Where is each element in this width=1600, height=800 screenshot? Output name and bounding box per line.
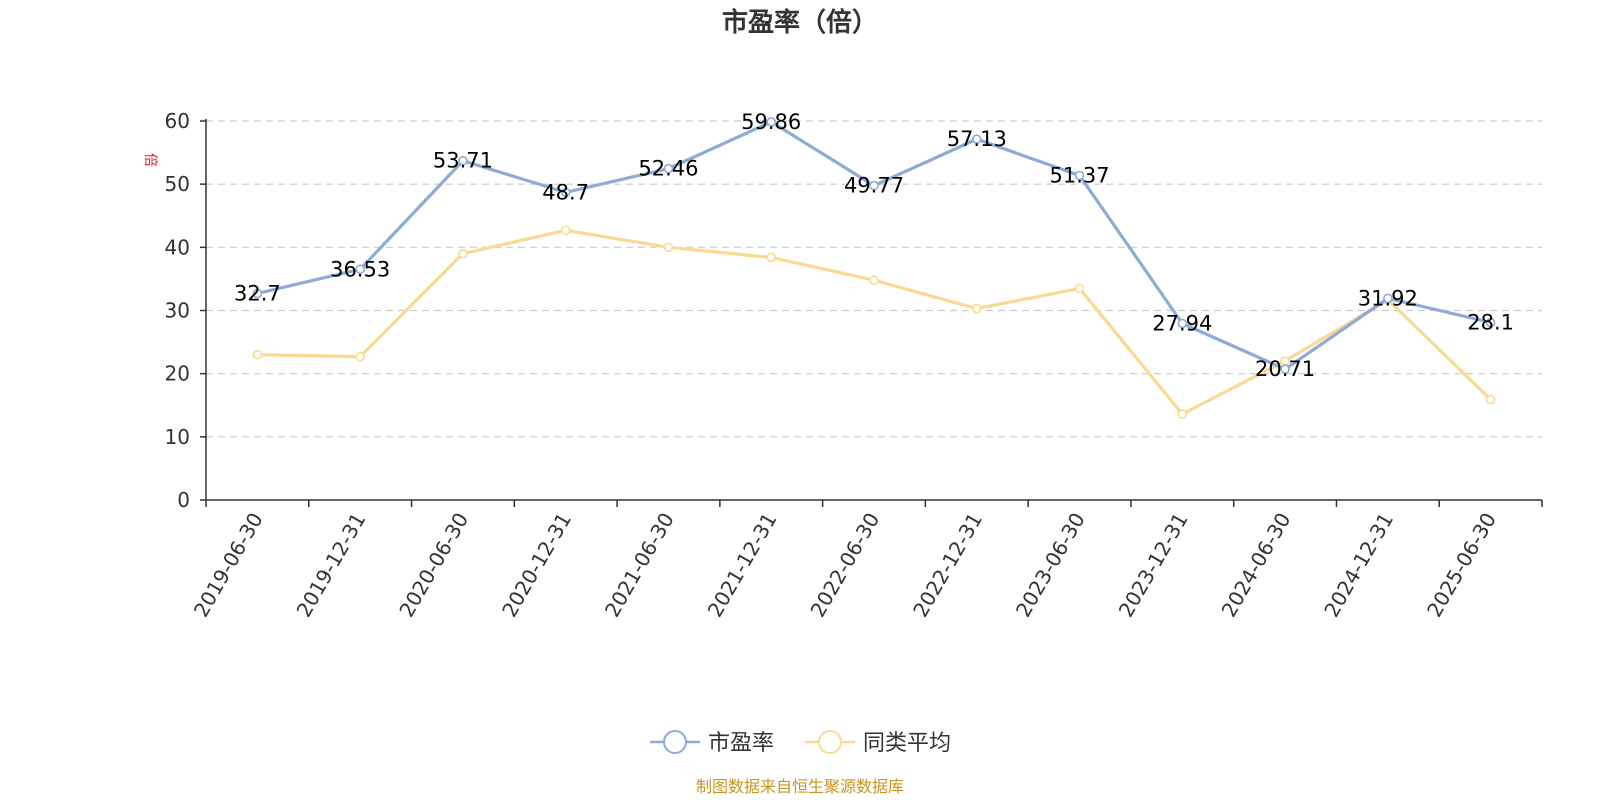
x-tick-label: 2022-12-31: [908, 509, 987, 622]
y-tick-label: 20: [165, 362, 190, 386]
y-tick-label: 50: [165, 172, 190, 196]
y-tick-label: 30: [165, 299, 190, 323]
data-point[interactable]: [252, 288, 263, 299]
data-label: 51.37: [1049, 164, 1109, 188]
data-label: 49.77: [844, 174, 904, 198]
data-point[interactable]: [1383, 293, 1393, 304]
data-point[interactable]: [458, 248, 468, 259]
x-tick-label: 2019-12-31: [292, 509, 371, 622]
data-label: 20.71: [1255, 357, 1315, 381]
data-point[interactable]: [971, 303, 982, 314]
x-tick-label: 2020-06-30: [394, 509, 473, 622]
legend[interactable]: 市盈率 同类平均: [650, 730, 951, 756]
legend-marker: [818, 730, 842, 754]
data-point[interactable]: [1074, 170, 1085, 181]
data-label: 28.1: [1467, 311, 1514, 335]
y-tick-label: 10: [165, 425, 190, 449]
data-label: 32.7: [234, 281, 281, 305]
data-label: 53.71: [433, 149, 493, 173]
x-tick-label: 2024-12-31: [1319, 509, 1398, 622]
data-labels: 32.7 36.53 53.71 48.7 52.46 59.86 49.77 57.13 51…: [234, 110, 1514, 381]
data-point[interactable]: [869, 275, 879, 285]
data-point[interactable]: [1280, 364, 1290, 374]
series-group: [252, 117, 1496, 419]
chart-title: 市盈率（倍）: [722, 7, 878, 38]
data-label: 59.86: [741, 110, 801, 134]
data-label: 31.92: [1358, 286, 1418, 310]
y-tick-label: 60: [165, 109, 190, 133]
y-axis-unit-label: 倍: [142, 153, 158, 167]
x-tick-label: 2023-06-30: [1011, 509, 1090, 622]
data-label: 48.7: [542, 180, 589, 204]
legend-label: 同类平均: [863, 731, 951, 756]
data-point[interactable]: [560, 225, 571, 236]
legend-item[interactable]: 同类平均: [805, 730, 951, 756]
data-point[interactable]: [1177, 318, 1188, 329]
x-tick-label: 2021-06-30: [600, 509, 679, 622]
x-tick-label: 2022-06-30: [805, 509, 884, 622]
data-label: 36.53: [330, 257, 390, 281]
data-point[interactable]: [458, 155, 468, 166]
data-point[interactable]: [663, 163, 674, 174]
x-tick-label: 2024-06-30: [1217, 509, 1296, 622]
data-point[interactable]: [663, 242, 674, 253]
data-point[interactable]: [766, 252, 777, 263]
legend-label: 市盈率: [708, 731, 774, 756]
series-line: [257, 228, 1492, 416]
data-point[interactable]: [1177, 409, 1188, 419]
data-point[interactable]: [560, 187, 571, 198]
y-tick-label: 40: [165, 235, 190, 259]
data-point[interactable]: [1485, 394, 1496, 405]
data-label: 57.13: [947, 127, 1007, 151]
data-point[interactable]: [355, 264, 365, 275]
y-tick-label: 0: [177, 488, 190, 512]
x-tick-label: 2023-12-31: [1114, 509, 1193, 622]
data-point[interactable]: [1074, 283, 1085, 294]
legend-marker: [663, 730, 687, 754]
data-point[interactable]: [355, 351, 365, 362]
data-label: 27.94: [1152, 312, 1212, 336]
x-tick-label: 2020-12-31: [497, 509, 576, 622]
x-tick-label: 2019-06-30: [189, 509, 268, 622]
data-label: 52.46: [638, 157, 698, 181]
data-point[interactable]: [252, 349, 263, 360]
data-point[interactable]: [869, 180, 879, 191]
x-tick-label: 2025-06-30: [1422, 509, 1501, 622]
grid-lines: [206, 120, 1542, 438]
legend-item[interactable]: 市盈率: [650, 730, 774, 756]
source-note: 制图数据来自恒生聚源数据库: [696, 777, 904, 796]
data-point[interactable]: [971, 134, 982, 144]
x-tick-label: 2021-12-31: [703, 509, 782, 622]
data-point[interactable]: [1485, 317, 1496, 328]
data-point[interactable]: [766, 117, 777, 127]
